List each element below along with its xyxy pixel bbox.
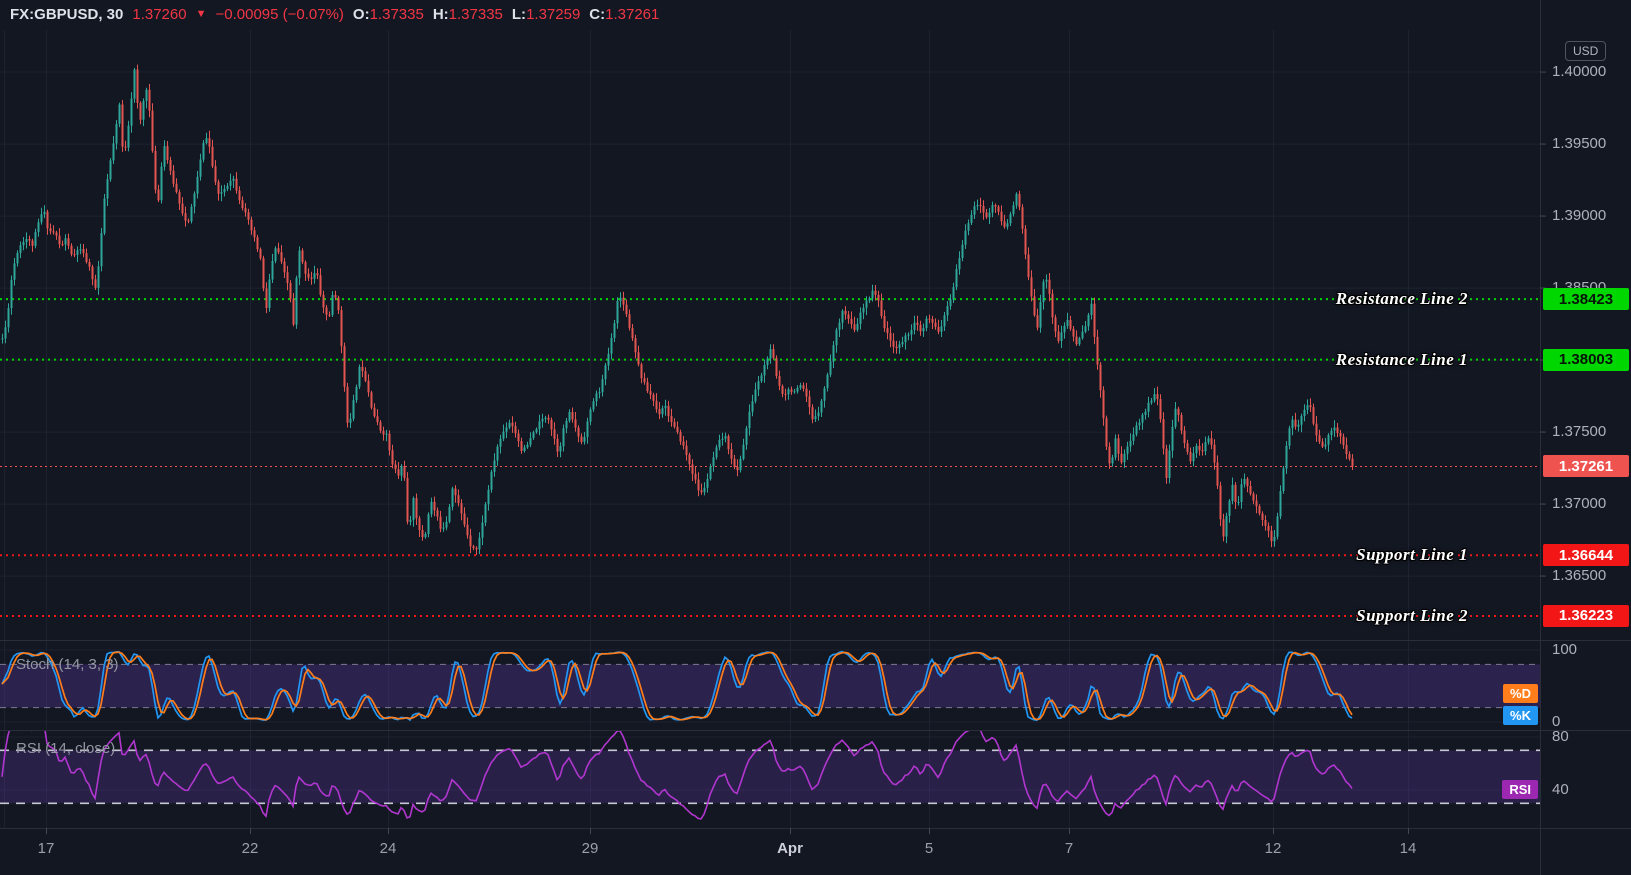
ohlc-label: O: (352, 6, 370, 23)
time-axis-label: 24 (379, 840, 397, 857)
time-axis-label: 5 (924, 840, 934, 857)
rsi-axis-label: 80 (1552, 728, 1569, 745)
symbol-title[interactable]: FX:GBPUSD, 30 (10, 6, 124, 23)
ohlc-label: L: (511, 6, 527, 23)
time-axis-label: Apr (777, 840, 803, 857)
rsi-line (1, 731, 1353, 820)
ohlc-group: H: 1.37335 (433, 6, 503, 23)
candlesticks[interactable] (1, 64, 1354, 555)
symbol-legend: FX:GBPUSD, 30 1.37260 ▼ −0.00095 (−0.07%… (10, 6, 659, 23)
ohlc-value: 1.37335 (448, 6, 503, 23)
stoch-k-badge: %K (1503, 706, 1538, 726)
time-axis-label: 12 (1264, 840, 1282, 857)
price-axis-label: 1.37000 (1552, 495, 1607, 513)
resistance-line-2-price-badge: 1.38423 (1543, 288, 1629, 311)
rsi-badge: RSI (1502, 780, 1538, 799)
down-triangle-icon: ▼ (195, 7, 207, 20)
time-axis-label: 22 (241, 840, 259, 857)
ohlc-values: O: 1.37335 H: 1.37335 L: 1.37259 C: 1.37261 (353, 6, 659, 23)
ohlc-value: 1.37335 (369, 6, 424, 23)
rsi-axis-label: 40 (1552, 781, 1569, 798)
price-axis-label: 1.37500 (1552, 423, 1607, 441)
resistance-line-1-label[interactable]: Resistance Line 1 (1335, 349, 1468, 369)
price-change: −0.00095 (−0.07%) (215, 6, 344, 23)
stoch-indicator-label[interactable]: Stoch (14, 3, 3) (16, 656, 119, 673)
support-line-1-label[interactable]: Support Line 1 (1356, 545, 1468, 565)
support-line-2-label[interactable]: Support Line 2 (1356, 605, 1468, 625)
last-price: 1.37260 (132, 6, 187, 23)
ohlc-value: 1.37261 (605, 6, 660, 23)
stoch-axis-label: 0 (1552, 713, 1561, 730)
current-price-badge: 1.37261 (1543, 455, 1629, 478)
stoch-d-line (1, 651, 1353, 721)
resistance-line-1-price-badge: 1.38003 (1543, 348, 1629, 371)
time-axis-label: 29 (581, 840, 599, 857)
ohlc-value: 1.37259 (526, 6, 581, 23)
time-axis-label: 17 (37, 840, 55, 857)
ohlc-label: C: (589, 6, 606, 23)
gridlines (0, 30, 1540, 828)
indicator-bands (0, 663, 1540, 805)
stoch-axis-label: 100 (1552, 641, 1578, 658)
price-axis-label: 1.40000 (1552, 63, 1607, 81)
price-axis-label: 1.39000 (1552, 207, 1607, 225)
price-axis-label: 1.39500 (1552, 135, 1607, 153)
ohlc-label: H: (432, 6, 449, 23)
stoch-d-badge: %D (1503, 683, 1538, 703)
resistance-line-2-label[interactable]: Resistance Line 2 (1335, 289, 1468, 309)
time-axis-label: 14 (1399, 840, 1417, 857)
ohlc-group: C: 1.37261 (589, 6, 659, 23)
price-axis-label: 1.36500 (1552, 567, 1607, 585)
time-axis-label: 7 (1064, 840, 1074, 857)
rsi-indicator-label[interactable]: RSI (14, close) (16, 740, 116, 757)
support-line-1-price-badge: 1.36644 (1543, 544, 1629, 567)
currency-axis-button[interactable]: USD (1565, 41, 1607, 61)
ohlc-group: O: 1.37335 (353, 6, 424, 23)
ohlc-group: L: 1.37259 (512, 6, 580, 23)
rsi-plot (1, 731, 1353, 820)
stoch-plot (1, 650, 1353, 722)
support-line-2-price-badge: 1.36223 (1543, 604, 1629, 627)
